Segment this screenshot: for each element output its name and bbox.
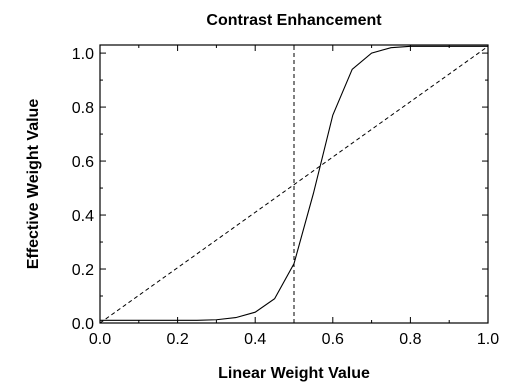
x-tick-label-3: 0.6 <box>322 331 344 348</box>
x-axis-label: Linear Weight Value <box>218 365 370 382</box>
y-tick-label-2: 0.4 <box>72 208 94 225</box>
x-tick-label-5: 1.0 <box>477 331 499 348</box>
y-tick-label-1: 0.2 <box>72 262 94 279</box>
x-tick-label-1: 0.2 <box>166 331 188 348</box>
x-tick-label-2: 0.4 <box>244 331 266 348</box>
y-tick-label-0: 0.0 <box>72 316 94 333</box>
x-tick-label-4: 0.8 <box>399 331 421 348</box>
y-tick-label-4: 0.8 <box>72 100 94 117</box>
chart-title: Contrast Enhancement <box>206 12 382 29</box>
y-tick-label-3: 0.6 <box>72 154 94 171</box>
y-tick-label-5: 1.0 <box>72 46 94 63</box>
y-axis-label: Effective Weight Value <box>25 99 42 270</box>
axis-ticks: 0.0 0.2 0.4 0.6 0.8 1.0 0.0 0.2 0.4 0.6 0.8 1.0 <box>72 45 499 348</box>
dashed-reference-line-1 <box>99 45 489 324</box>
x-tick-label-0: 0.0 <box>89 331 111 348</box>
plot-area <box>99 45 489 324</box>
